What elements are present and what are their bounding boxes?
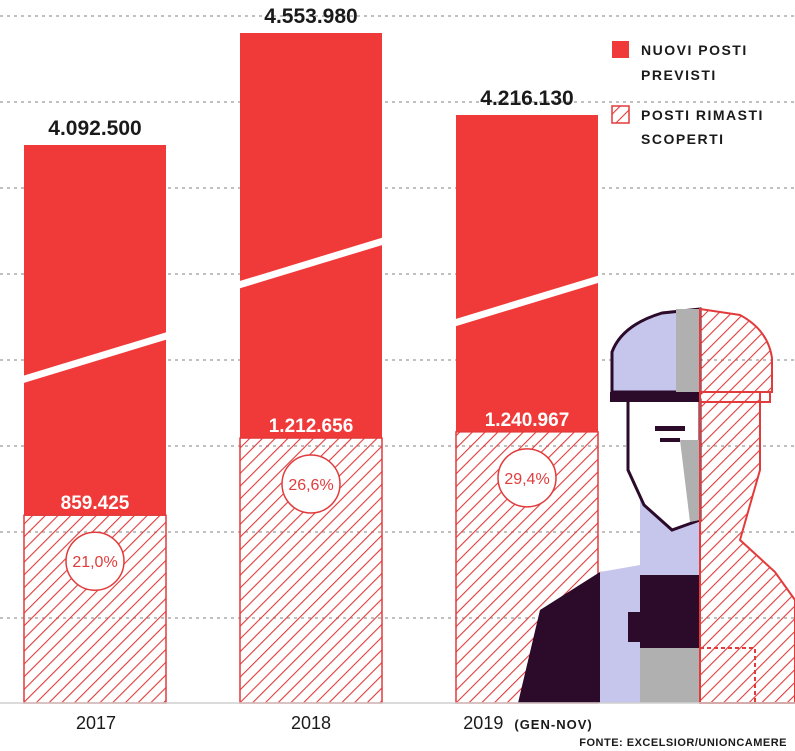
- legend-label-nuovi-2: PREVISTI: [641, 67, 717, 83]
- x-label-2019-year: 2019: [463, 713, 503, 733]
- label-percent-2018: 26,6%: [288, 477, 333, 494]
- x-label-2018: 2018: [291, 713, 331, 733]
- label-percent-2019: 29,4%: [504, 471, 549, 488]
- legend: NUOVI POSTI PREVISTI POSTI RIMASTI SCOPE…: [611, 41, 764, 147]
- legend-label-nuovi-1: NUOVI POSTI: [641, 42, 748, 58]
- legend-label-scoperti-2: SCOPERTI: [641, 131, 725, 147]
- label-total-2019: 4.216.130: [480, 87, 573, 110]
- axis-break-2018: [235, 237, 387, 289]
- label-total-2018: 4.553.980: [264, 5, 357, 28]
- label-scoperti-2019: 1.240.967: [485, 410, 570, 431]
- x-label-2017: 2017: [76, 713, 116, 733]
- label-percent-2017: 21,0%: [72, 554, 117, 571]
- label-scoperti-2018: 1.212.656: [269, 416, 354, 437]
- legend-label-scoperti-1: POSTI RIMASTI: [641, 107, 764, 123]
- axis-break-2017: [19, 331, 171, 384]
- label-scoperti-2017: 859.425: [61, 493, 130, 514]
- bars: 4.092.500 859.425 21,0% 4.553.980 1.212.656 2…: [19, 5, 603, 704]
- source-note: FONTE: EXCELSIOR/UNIONCAMERE: [579, 737, 787, 749]
- label-total-2017: 4.092.500: [48, 117, 141, 140]
- percent-circle-2017: [65, 531, 125, 591]
- percent-circle-2019: [497, 448, 557, 508]
- worker-illustration-icon: [518, 307, 795, 704]
- bar-nuovi-2018: [240, 33, 382, 439]
- x-label-2019-note: (GEN-NOV): [514, 717, 592, 732]
- bar-nuovi-2017: [24, 145, 166, 516]
- axis-break-2019: [451, 275, 603, 327]
- bar-nuovi-2019: [456, 114, 598, 432]
- legend-swatch-nuovi: [612, 41, 629, 58]
- percent-circle-2018: [281, 454, 341, 514]
- legend-swatch-scoperti: [611, 105, 630, 124]
- x-label-2019: 2019 (GEN-NOV): [463, 713, 592, 733]
